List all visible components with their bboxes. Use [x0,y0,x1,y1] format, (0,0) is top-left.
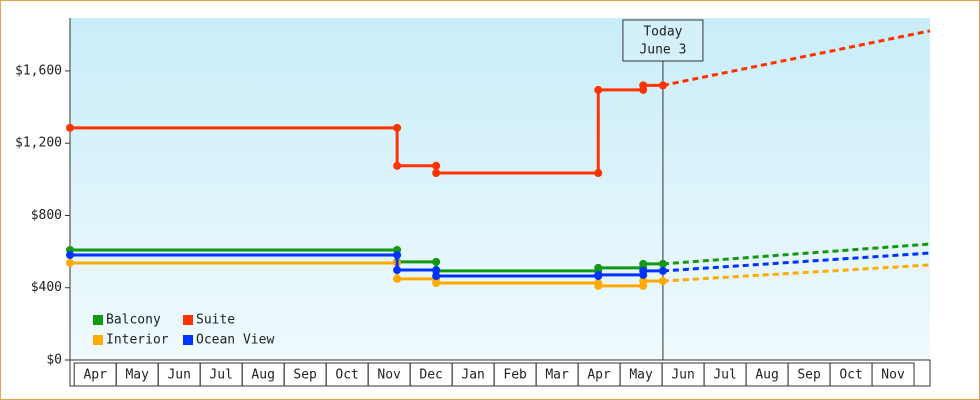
point [639,277,648,286]
legend-label: Interior [106,333,169,348]
point [639,81,648,90]
point [66,251,74,260]
plot-area [70,18,930,360]
point [393,266,402,275]
point [658,277,667,286]
forecast-line [662,242,931,266]
point [432,169,441,178]
point [639,266,648,275]
y-tick-label: $0 [46,353,62,368]
x-tick-label: Apr [587,368,611,383]
forecast-line [662,251,931,273]
x-tick-label: Aug [251,368,274,383]
legend-label: Suite [196,313,235,328]
legend-label: Balcony [106,313,161,328]
x-tick-label: Nov [881,368,905,383]
x-axis-strip [69,359,931,387]
point [594,85,603,94]
point [658,81,667,90]
today-box [622,19,704,62]
point [594,169,603,178]
x-tick-label: Sep [797,368,821,383]
x-tick-label: Jun [167,368,190,383]
y-tick-label: $400 [31,280,62,295]
point [66,258,74,267]
legend-swatch [183,335,193,345]
x-tick-label: Apr [83,368,107,383]
y-tick-label: $1,600 [15,63,62,78]
legend-swatch [183,315,193,325]
point [432,279,441,288]
x-tick-label: Jan [461,368,484,383]
x-tick-label: Mar [545,368,569,383]
x-tick-label: Jun [671,368,694,383]
point [594,263,603,272]
point [393,161,402,170]
x-tick-label: Oct [335,368,358,383]
x-tick-label: Aug [755,368,778,383]
x-tick-label: May [125,368,149,383]
today-label: Today [643,25,682,40]
point [66,123,74,132]
today-label: June 3 [639,43,686,58]
x-tick-label: May [629,368,653,383]
point [432,266,441,275]
point [658,266,667,275]
legend-swatch [93,315,103,325]
x-tick-box [871,362,915,387]
y-tick-label: $800 [31,208,62,223]
x-tick-label: Nov [377,368,401,383]
x-tick-label: Jul [713,368,736,383]
point [393,251,402,260]
legend-label: Ocean View [196,333,274,348]
point [639,259,648,268]
forecast-line [662,263,931,283]
point [594,270,603,279]
x-tick-label: Feb [503,368,527,383]
x-tick-label: Oct [839,368,862,383]
legend-swatch [93,335,103,345]
point [658,259,667,268]
x-tick-label: Jul [209,368,232,383]
forecast-line [662,29,931,87]
point [432,161,441,170]
x-tick-label: Dec [419,368,442,383]
point [432,257,441,266]
point [432,271,441,280]
point [594,281,603,290]
point [393,274,402,283]
y-tick-label: $1,200 [15,136,62,151]
x-tick-label: Sep [293,368,317,383]
point [393,123,402,132]
